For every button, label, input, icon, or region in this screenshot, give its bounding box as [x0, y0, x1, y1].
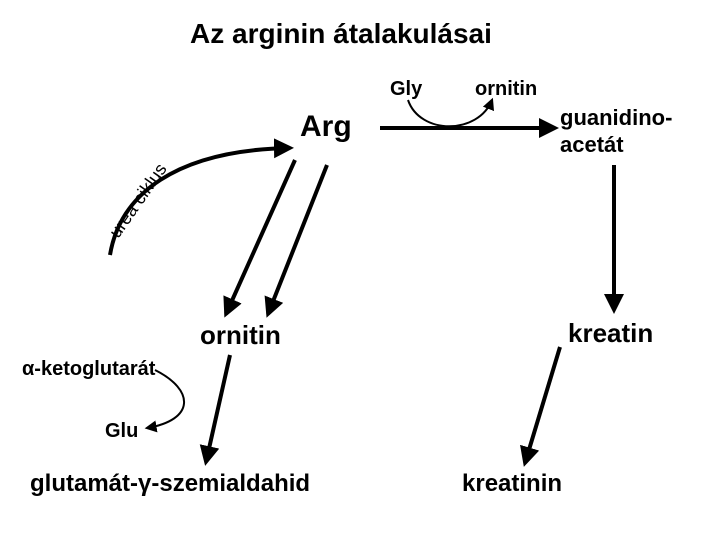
diagram-stage: Az arginin átalakulásai Gly ornitin Arg … — [0, 0, 720, 540]
title: Az arginin átalakulásai — [190, 18, 492, 50]
label-a-ketoglutarat: α-ketoglutarát — [22, 358, 155, 381]
arrow-gly_ornitin_curve — [408, 100, 492, 126]
node-guanidino-line2: acetát — [560, 132, 624, 158]
arrow-ornitin_to_glutamat — [206, 355, 230, 462]
node-guanidino-line1: guanidino- — [560, 105, 672, 131]
node-glutamat-szemialdahid: glutamát-γ-szemialdahid — [30, 470, 310, 498]
arrow-layer — [0, 0, 720, 540]
node-kreatinin: kreatinin — [462, 470, 562, 498]
label-gly: Gly — [390, 78, 422, 101]
node-ornitin: ornitin — [200, 320, 281, 351]
label-ornitin-top: ornitin — [475, 78, 537, 101]
node-kreatin: kreatin — [568, 318, 653, 349]
node-arg: Arg — [300, 110, 352, 144]
arrow-kreatin_to_kreatinin — [525, 347, 560, 463]
label-glu: Glu — [105, 420, 138, 443]
arrow-arg_to_ornitin2 — [268, 165, 327, 314]
arrow-arg_to_ornitin — [226, 160, 295, 314]
